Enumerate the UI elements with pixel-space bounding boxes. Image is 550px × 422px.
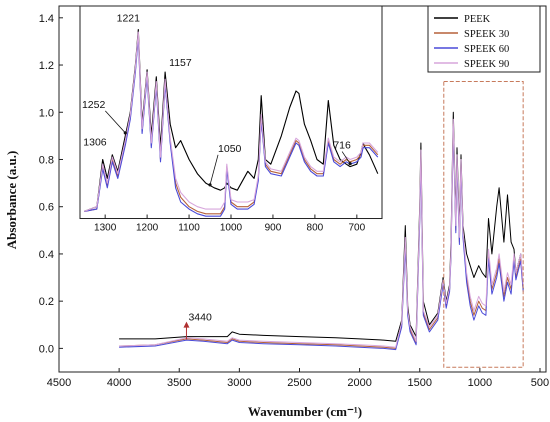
- inset-annotation-label: 1050: [218, 143, 242, 155]
- inset-x-tick-label: 1300: [94, 223, 117, 234]
- legend-label: SPEEK 60: [464, 44, 509, 55]
- y-tick-label: 0.6: [39, 202, 54, 214]
- inset-x-tick-label: 1100: [178, 223, 200, 234]
- x-axis-title: Wavenumber (cm⁻¹): [248, 404, 362, 419]
- annotation-arrowhead: [183, 321, 190, 328]
- inset-x-tick-label: 800: [307, 223, 324, 234]
- y-tick-label: 0.0: [39, 343, 54, 355]
- inset-annotation-label: 1221: [117, 13, 141, 25]
- main-annotations: 3440: [183, 312, 212, 340]
- inset-x-tick-label: 900: [265, 223, 282, 234]
- main-series-group: [119, 111, 524, 351]
- x-tick-label: 1500: [407, 377, 431, 389]
- y-tick-label: 0.4: [39, 249, 54, 261]
- y-axis-title: Absorbance (a.u.): [4, 151, 19, 250]
- x-tick-label: 3500: [167, 377, 191, 389]
- legend: PEEK SPEEK 30 SPEEK 60 SPEEK 90: [427, 5, 541, 73]
- inset-series-line-speek-90: [84, 31, 379, 212]
- inset-annotation-arrowhead: [348, 161, 352, 166]
- legend-box: [427, 5, 541, 73]
- y-tick-label: 1.2: [39, 60, 54, 72]
- inset-annotation-label: 1252: [82, 99, 106, 111]
- inset-plot: [79, 5, 383, 220]
- inset-annotation-label: 1157: [169, 57, 192, 69]
- inset-x-tick-label: 1000: [220, 223, 243, 234]
- inset-x-tick-label: 700: [348, 223, 365, 234]
- x-tick-label: 4500: [47, 377, 71, 389]
- main-axis-ticks: 4500 4000 3500 3000 2500 2000 1500 1000 500 0.0 0.…: [39, 13, 549, 389]
- y-tick-label: 1.0: [39, 107, 54, 119]
- x-tick-label: 4000: [107, 377, 131, 389]
- legend-label: PEEK: [464, 14, 491, 25]
- annotation-label: 3440: [188, 312, 212, 324]
- inset-series-group: [84, 29, 379, 217]
- y-tick-label: 1.4: [39, 13, 54, 25]
- inset-annotations: 1221 1157 1252 1306 1050 716: [82, 13, 352, 187]
- x-tick-label: 1000: [468, 377, 492, 389]
- y-tick-label: 0.8: [39, 154, 54, 166]
- inset-annotation-arrow: [209, 154, 219, 185]
- legend-label: SPEEK 90: [464, 59, 509, 70]
- inset-annotation-arrow: [341, 151, 351, 164]
- inset-annotation-label: 1306: [83, 136, 107, 148]
- series-line-speek-60: [119, 125, 524, 351]
- inset-annotation-arrowhead: [208, 183, 212, 187]
- inset-annotation-arrowhead: [123, 131, 127, 135]
- inset-annotation-arrow: [105, 110, 126, 134]
- y-tick-label: 0.2: [39, 296, 54, 308]
- series-line-speek-90: [119, 118, 524, 348]
- inset-x-tick-label: 1200: [136, 223, 159, 234]
- x-tick-label: 500: [531, 377, 549, 389]
- x-tick-label: 2500: [287, 377, 311, 389]
- inset-axis-ticks: 1300 1200 1100 1000 900 800 700: [94, 214, 366, 234]
- inset-annotation-label: 716: [333, 140, 351, 152]
- zoom-region-box: [443, 81, 524, 368]
- legend-label: SPEEK 30: [464, 29, 509, 40]
- x-tick-label: 2000: [347, 377, 371, 389]
- x-tick-label: 3000: [227, 377, 251, 389]
- inset-frame: [79, 5, 383, 220]
